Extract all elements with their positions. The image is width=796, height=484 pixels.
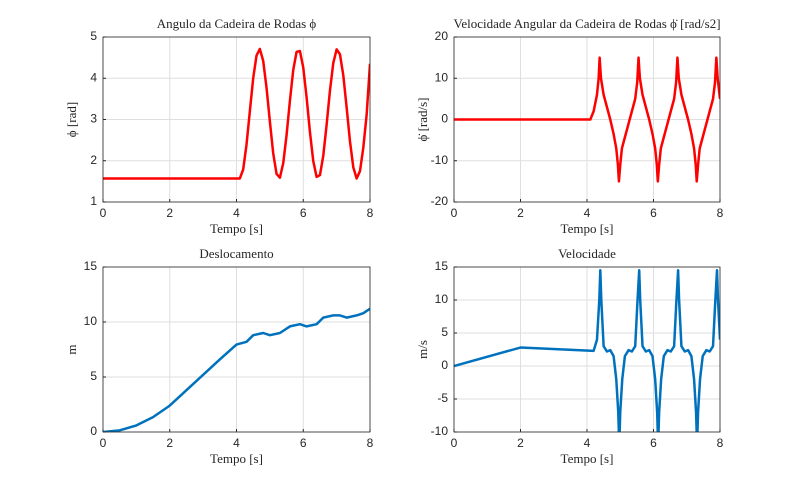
axes-box [453,266,721,433]
x-tick-label: 8 [717,206,724,220]
chart-title: Angulo da Cadeira de Rodas ϕ [157,16,317,31]
data-line [103,307,370,432]
data-line [103,47,370,180]
x-tick-label: 0 [451,206,458,220]
x-tick-label: 8 [367,206,374,220]
x-tick-label: 2 [166,436,173,450]
y-tick-label: 5 [90,29,97,43]
y-tick-label: 5 [90,369,97,383]
x-tick-label: 0 [100,206,107,220]
chart-title: Deslocamento [199,246,273,261]
x-tick-label: 8 [717,436,724,450]
chart-title: Velocidade Angular da Cadeira de Rodas ϕ… [453,16,720,31]
axes-box [453,36,721,203]
y-axis-label: ϕ [rad] [64,102,79,137]
y-tick-label: 15 [435,259,449,273]
x-tick-label: 0 [100,436,107,450]
x-tick-label: 6 [300,206,307,220]
x-axis-label: Tempo [s] [561,221,614,236]
x-tick-label: 0 [451,436,458,450]
y-tick-label: 1 [90,194,97,208]
y-tick-label: 15 [84,259,98,273]
chart-title: Velocidade [558,246,616,261]
axes-box [102,36,371,203]
y-tick-label: -5 [437,391,448,405]
y-tick-label: 4 [90,70,97,84]
x-tick-label: 4 [233,436,240,450]
y-tick-label: 0 [441,358,448,372]
x-axis-label: Tempo [s] [210,451,263,466]
x-tick-label: 8 [367,436,374,450]
y-tick-label: -10 [431,153,449,167]
data-line [454,56,720,183]
y-axis-label: m [64,344,79,354]
y-tick-label: 0 [441,112,448,126]
y-axis-label: m/s [415,340,430,359]
y-tick-label: -10 [431,424,449,438]
y-tick-label: 0 [90,424,97,438]
x-axis-label: Tempo [s] [210,221,263,236]
x-tick-label: 4 [584,436,591,450]
x-tick-label: 4 [233,206,240,220]
y-tick-label: 10 [84,314,98,328]
x-tick-label: 6 [650,206,657,220]
y-tick-label: 10 [435,70,449,84]
x-tick-label: 2 [166,206,173,220]
y-tick-label: 3 [90,112,97,126]
y-axis-label: ϕ̇ [rad/s] [415,97,430,141]
x-axis-label: Tempo [s] [561,451,614,466]
x-tick-label: 6 [650,436,657,450]
axes-box [102,266,371,433]
x-tick-label: 6 [300,436,307,450]
x-tick-label: 2 [517,436,524,450]
data-line [454,269,720,432]
y-tick-label: 20 [435,29,449,43]
y-tick-label: 5 [441,325,448,339]
y-tick-label: 2 [90,153,97,167]
y-tick-label: -20 [431,194,449,208]
x-tick-label: 2 [517,206,524,220]
y-tick-label: 10 [435,292,449,306]
x-tick-label: 4 [584,206,591,220]
